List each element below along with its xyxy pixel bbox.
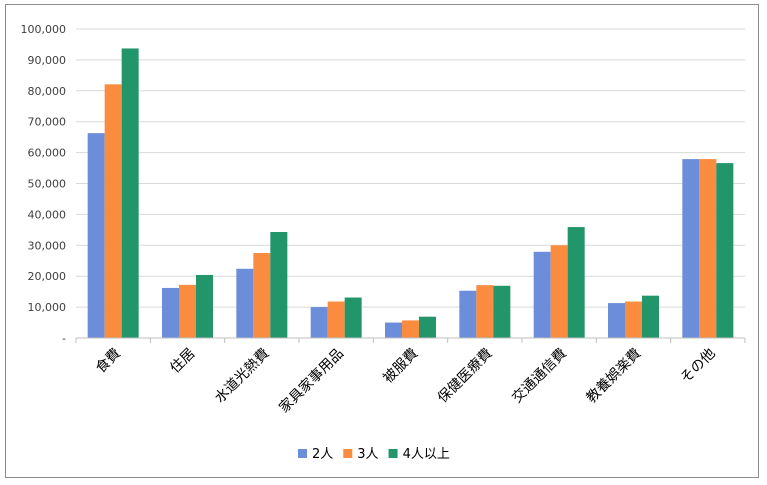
y-tick-label: 70,000 <box>28 116 67 129</box>
y-tick-label: 50,000 <box>28 178 67 191</box>
bar-1-1 <box>87 133 105 338</box>
y-axis-ticks: - 10,000 20,000 30,000 40,000 50,000 60,000 70,… <box>21 23 67 345</box>
bar-1-6 <box>459 290 477 338</box>
legend-label-2: 3人 <box>357 447 378 462</box>
bar-1-2 <box>162 287 179 338</box>
y-tick-label: 60,000 <box>28 147 67 160</box>
x-tick-label: 食費 <box>92 345 124 377</box>
bar-1-3 <box>236 268 254 338</box>
x-tick-label: 被服費 <box>380 346 421 387</box>
x-tick-label: 保健医療費 <box>434 345 496 407</box>
bar-2-9 <box>699 159 717 338</box>
legend-swatch-3 <box>388 449 398 458</box>
chart-svg: - 10,000 20,000 30,000 40,000 50,000 60,000 70,… <box>21 23 746 462</box>
y-tick-label: - <box>62 332 66 345</box>
category-labels: 食費 住居 水道光熱費 家具家事用品 被服費 保健医療費 交通通信費 教養娯楽費 その他 <box>92 345 718 416</box>
legend-label-1: 2人 <box>312 447 333 462</box>
bar-1-4 <box>310 307 328 338</box>
bar-2-8 <box>625 301 642 338</box>
x-tick-label: その他 <box>678 346 719 387</box>
legend-swatch-1 <box>298 449 307 458</box>
bars <box>87 48 734 338</box>
bar-3-2 <box>196 274 213 338</box>
bar-3-3 <box>270 232 288 338</box>
bar-2-1 <box>104 84 122 338</box>
y-tick-label: 30,000 <box>28 239 67 252</box>
y-tick-label: 90,000 <box>28 54 67 67</box>
bar-1-7 <box>533 251 551 338</box>
x-tick-label: 住居 <box>167 346 198 377</box>
y-tick-label: 40,000 <box>28 208 67 221</box>
y-tick-label: 80,000 <box>28 85 67 98</box>
legend: 2人 3人 4人以上 <box>298 447 450 462</box>
bar-2-4 <box>327 301 345 338</box>
bar-2-2 <box>179 284 196 338</box>
legend-swatch-2 <box>343 449 353 458</box>
x-tick-label: 家具家事用品 <box>276 345 347 416</box>
bar-3-6 <box>493 285 511 338</box>
bar-3-5 <box>419 316 436 338</box>
bar-1-9 <box>682 159 700 338</box>
x-tick-label: 水道光熱費 <box>212 346 273 407</box>
bar-3-9 <box>716 163 734 338</box>
x-tick-label: 教養娯楽費 <box>583 345 645 407</box>
x-axis <box>75 337 746 343</box>
y-tick-label: 20,000 <box>28 270 67 283</box>
bar-3-1 <box>121 48 139 338</box>
bar-3-8 <box>642 295 659 338</box>
x-tick-label: 交通通信費 <box>508 345 570 407</box>
bar-2-7 <box>550 245 568 338</box>
bar-2-3 <box>253 253 271 338</box>
y-tick-label: 100,000 <box>21 23 67 36</box>
bar-1-5 <box>385 322 402 338</box>
bar-1-8 <box>608 303 625 338</box>
legend-label-3: 4人以上 <box>403 447 450 462</box>
chart-frame: - 10,000 20,000 30,000 40,000 50,000 60,000 70,… <box>5 4 759 478</box>
bar-3-7 <box>567 227 585 338</box>
y-tick-label: 10,000 <box>28 301 67 314</box>
bar-2-6 <box>476 285 494 338</box>
bar-3-4 <box>344 297 362 338</box>
bar-2-5 <box>402 320 419 338</box>
gridlines <box>76 28 745 308</box>
